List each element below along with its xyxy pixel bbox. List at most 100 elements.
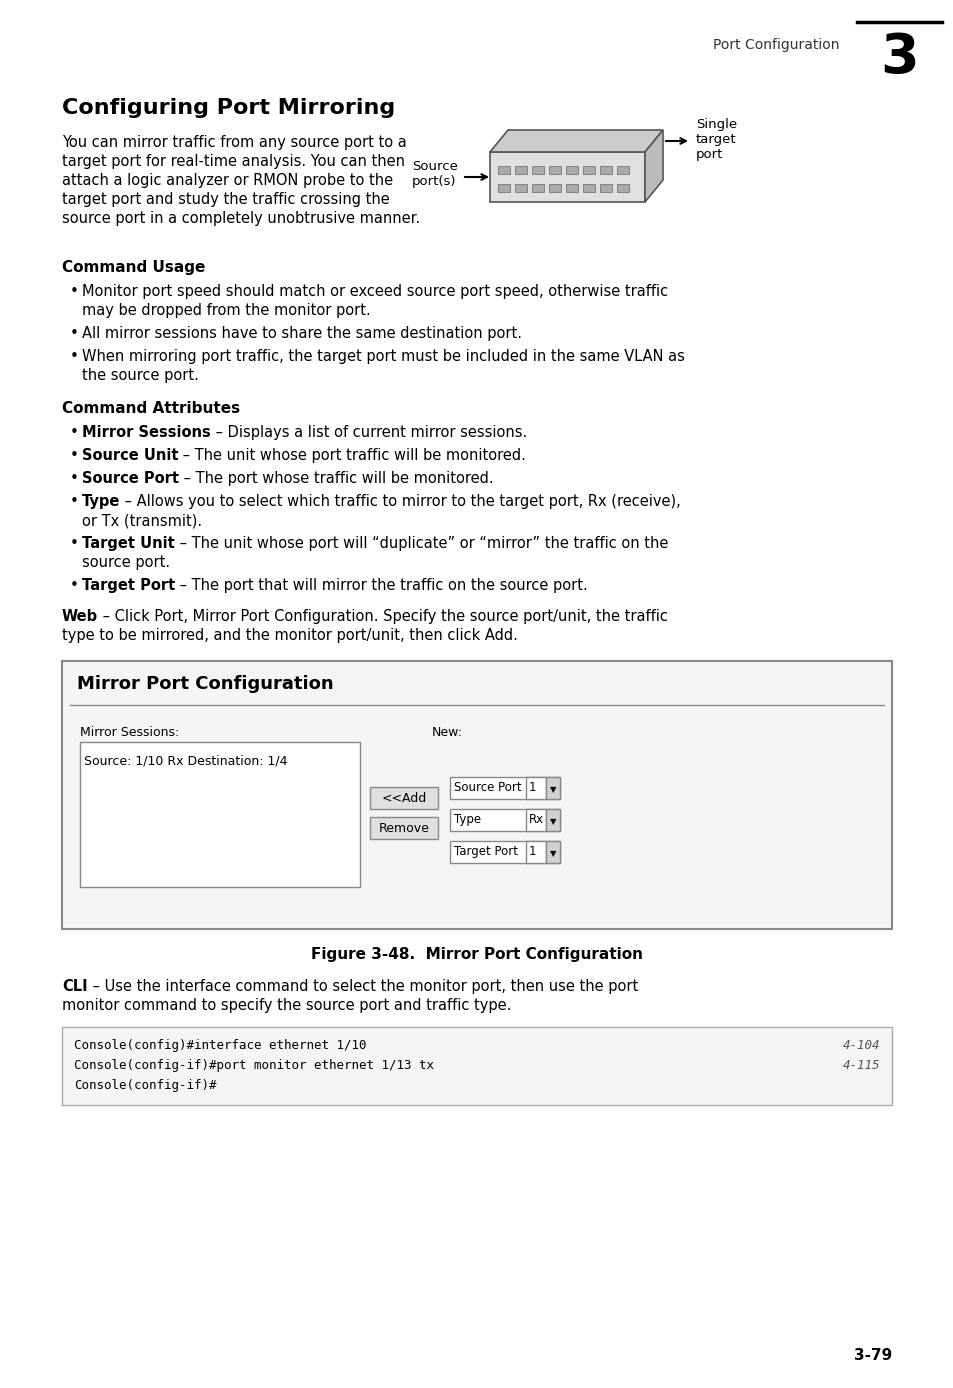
Text: the source port.: the source port.	[82, 368, 198, 383]
Text: target port for real-time analysis. You can then: target port for real-time analysis. You …	[62, 154, 405, 169]
Bar	[545, 841, 559, 863]
Bar	[545, 809, 559, 831]
Text: – The unit whose port will “duplicate” or “mirror” the traffic on the: – The unit whose port will “duplicate” o…	[174, 536, 667, 551]
Text: Configuring Port Mirroring: Configuring Port Mirroring	[62, 99, 395, 118]
Text: attach a logic analyzer or RMON probe to the: attach a logic analyzer or RMON probe to…	[62, 174, 393, 187]
Bar	[80, 743, 359, 887]
Bar	[370, 818, 437, 838]
Text: <<Add: <<Add	[381, 791, 426, 805]
Text: may be dropped from the monitor port.: may be dropped from the monitor port.	[82, 303, 371, 318]
Text: Rx: Rx	[529, 813, 543, 826]
Bar	[532, 185, 543, 192]
Text: – Allows you to select which traffic to mirror to the target port, Rx (receive),: – Allows you to select which traffic to …	[120, 494, 680, 509]
Text: Source Port: Source Port	[454, 781, 521, 794]
Text: Mirror Port Configuration: Mirror Port Configuration	[77, 675, 334, 693]
Text: – The port whose traffic will be monitored.: – The port whose traffic will be monitor…	[179, 471, 493, 486]
Bar	[525, 841, 545, 863]
Bar	[565, 185, 578, 192]
Text: Console(config-if)#: Console(config-if)#	[74, 1078, 216, 1092]
Text: source port.: source port.	[82, 555, 170, 570]
Text: All mirror sessions have to share the same destination port.: All mirror sessions have to share the sa…	[82, 326, 521, 341]
Text: •: •	[70, 471, 79, 486]
Text: 1: 1	[529, 845, 536, 858]
Bar	[599, 167, 612, 174]
Bar	[545, 777, 559, 799]
Text: 4-115: 4-115	[841, 1059, 879, 1072]
Text: Command Usage: Command Usage	[62, 260, 205, 275]
Text: 3: 3	[880, 31, 919, 85]
Bar	[450, 777, 559, 799]
Text: Port Configuration: Port Configuration	[713, 37, 840, 51]
Text: 4-104: 4-104	[841, 1040, 879, 1052]
Text: CLI: CLI	[62, 979, 88, 994]
Text: •: •	[70, 494, 79, 509]
Text: Web: Web	[62, 609, 98, 625]
Text: •: •	[70, 348, 79, 364]
Text: •: •	[70, 285, 79, 298]
Text: •: •	[70, 425, 79, 440]
Polygon shape	[490, 130, 662, 153]
Text: You can mirror traffic from any source port to a: You can mirror traffic from any source p…	[62, 135, 406, 150]
Text: Source Port: Source Port	[82, 471, 179, 486]
Bar	[548, 167, 560, 174]
Text: Console(config-if)#port monitor ethernet 1/13 tx: Console(config-if)#port monitor ethernet…	[74, 1059, 434, 1072]
Text: Console(config)#interface ethernet 1/10: Console(config)#interface ethernet 1/10	[74, 1040, 366, 1052]
Text: Type: Type	[454, 813, 480, 826]
Text: – Click Port, Mirror Port Configuration. Specify the source port/unit, the traff: – Click Port, Mirror Port Configuration.…	[98, 609, 667, 625]
Text: ▼: ▼	[549, 849, 556, 858]
Text: 1: 1	[529, 781, 536, 794]
Bar	[525, 777, 545, 799]
Text: Mirror Sessions: Mirror Sessions	[82, 425, 211, 440]
Text: 3-79: 3-79	[853, 1348, 891, 1363]
Text: source port in a completely unobtrusive manner.: source port in a completely unobtrusive …	[62, 211, 419, 226]
Text: Source
port(s): Source port(s)	[412, 160, 457, 187]
Text: •: •	[70, 448, 79, 464]
Bar	[548, 185, 560, 192]
Bar	[62, 1027, 891, 1105]
Text: •: •	[70, 326, 79, 341]
Text: New:: New:	[432, 726, 462, 738]
Text: ▼: ▼	[549, 818, 556, 826]
Bar	[565, 167, 578, 174]
Bar	[450, 809, 559, 831]
Text: or Tx (transmit).: or Tx (transmit).	[82, 514, 202, 527]
Polygon shape	[490, 153, 644, 203]
Text: Monitor port speed should match or exceed source port speed, otherwise traffic: Monitor port speed should match or excee…	[82, 285, 667, 298]
Text: – The unit whose port traffic will be monitored.: – The unit whose port traffic will be mo…	[178, 448, 526, 464]
Text: Single
target
port: Single target port	[696, 118, 737, 161]
Text: Figure 3-48.  Mirror Port Configuration: Figure 3-48. Mirror Port Configuration	[311, 947, 642, 962]
Bar	[497, 185, 510, 192]
Text: When mirroring port traffic, the target port must be included in the same VLAN a: When mirroring port traffic, the target …	[82, 348, 684, 364]
Text: Source: 1/10 Rx Destination: 1/4: Source: 1/10 Rx Destination: 1/4	[84, 754, 287, 768]
Bar	[525, 809, 545, 831]
Text: monitor command to specify the source port and traffic type.: monitor command to specify the source po…	[62, 998, 511, 1013]
Bar	[617, 185, 628, 192]
Text: Command Attributes: Command Attributes	[62, 401, 240, 416]
Text: target port and study the traffic crossing the: target port and study the traffic crossi…	[62, 192, 390, 207]
Text: Type: Type	[82, 494, 120, 509]
Text: Mirror Sessions:: Mirror Sessions:	[80, 726, 179, 738]
Polygon shape	[644, 130, 662, 203]
Text: Source Unit: Source Unit	[82, 448, 178, 464]
Bar	[515, 185, 526, 192]
Text: Remove: Remove	[378, 822, 429, 834]
Text: •: •	[70, 536, 79, 551]
Bar	[599, 185, 612, 192]
Bar	[497, 167, 510, 174]
Text: Target Port: Target Port	[82, 577, 175, 593]
Bar	[582, 185, 595, 192]
Text: – Use the interface command to select the monitor port, then use the port: – Use the interface command to select th…	[88, 979, 638, 994]
Text: •: •	[70, 577, 79, 593]
Bar	[62, 661, 891, 929]
Bar	[450, 841, 559, 863]
Text: type to be mirrored, and the monitor port/unit, then click Add.: type to be mirrored, and the monitor por…	[62, 627, 517, 643]
Bar	[582, 167, 595, 174]
Text: – The port that will mirror the traffic on the source port.: – The port that will mirror the traffic …	[175, 577, 587, 593]
Text: Target Unit: Target Unit	[82, 536, 174, 551]
Text: Target Port: Target Port	[454, 845, 517, 858]
Bar	[617, 167, 628, 174]
Bar	[370, 787, 437, 809]
Text: – Displays a list of current mirror sessions.: – Displays a list of current mirror sess…	[211, 425, 526, 440]
Bar	[532, 167, 543, 174]
Text: ▼: ▼	[549, 786, 556, 794]
